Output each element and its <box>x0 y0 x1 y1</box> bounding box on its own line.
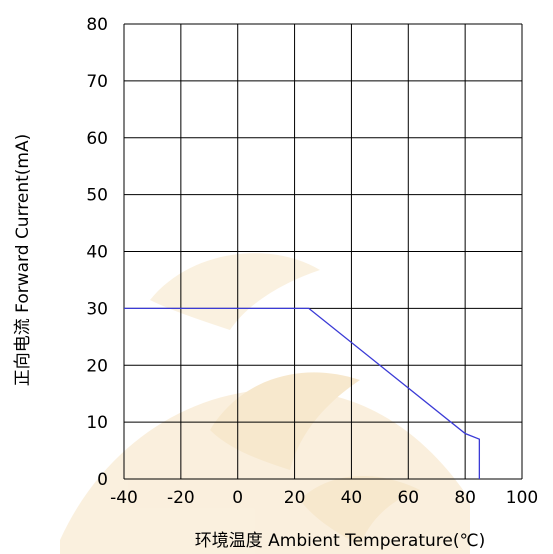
y-tick-label-7: 70 <box>86 72 108 92</box>
y-tick-label-5: 50 <box>86 186 108 206</box>
y-tick-label-8: 80 <box>86 15 108 35</box>
y-tick-label-0: 0 <box>97 470 108 490</box>
x-tick-label-2: 0 <box>232 488 243 508</box>
series-line-0 <box>124 307 481 479</box>
x-axis-ticks: -40 -20 0 20 40 60 80 100 <box>110 488 538 508</box>
y-axis-ticks: 0 10 20 30 40 50 60 70 80 <box>86 15 108 490</box>
x-tick-label-4: 40 <box>341 488 363 508</box>
y-tick-label-6: 60 <box>86 129 108 149</box>
y-tick-label-4: 40 <box>86 243 108 263</box>
x-axis-label: 环境温度 Ambient Temperature(℃) <box>195 531 485 551</box>
x-tick-label-3: 20 <box>284 488 306 508</box>
y-axis-label: 正向电流 Forward Current(mA) <box>13 134 33 386</box>
y-tick-label-1: 10 <box>86 413 108 433</box>
plot-area <box>123 23 523 480</box>
y-tick-label-3: 30 <box>86 299 108 319</box>
y-tick-label-2: 20 <box>86 356 108 376</box>
logo-watermark-icon <box>60 253 470 554</box>
x-tick-label-5: 60 <box>397 488 419 508</box>
x-tick-label-1: -20 <box>167 488 195 508</box>
x-tick-label-6: 80 <box>454 488 476 508</box>
x-tick-label-0: -40 <box>110 488 138 508</box>
x-tick-label-7: 100 <box>506 488 538 508</box>
